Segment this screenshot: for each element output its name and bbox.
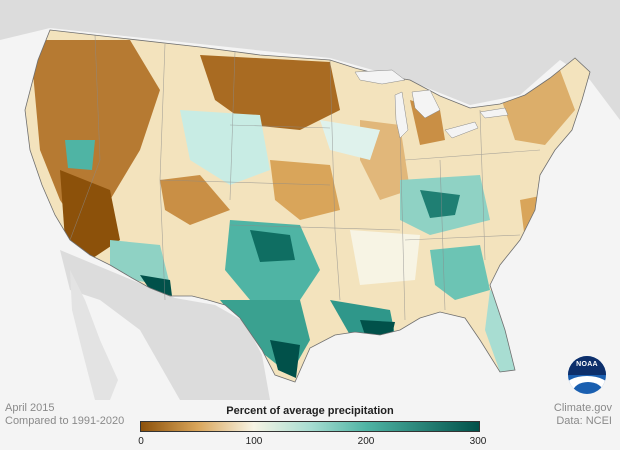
- great-lakes: [354, 69, 509, 139]
- legend-tick-100: 100: [245, 436, 263, 447]
- credit-label: Climate.gov: [553, 402, 612, 414]
- footer-right: Climate.gov Data: NCEI: [554, 402, 612, 428]
- legend-tick-0: 0: [138, 436, 144, 447]
- state-boundaries: [69, 34, 541, 321]
- noaa-logo-text: NOAA: [576, 361, 598, 368]
- data-source-label: Data: NCEI: [556, 415, 612, 427]
- legend-tick-300: 300: [469, 436, 487, 447]
- period-label: April 2015: [5, 402, 55, 414]
- footer-left: April 2015 Compared to 1991-2020: [5, 402, 124, 428]
- baseline-label: Compared to 1991-2020: [5, 415, 125, 427]
- legend-title: Percent of average precipitation: [226, 405, 394, 417]
- us-outline: [24, 29, 591, 383]
- noaa-logo-icon: NOAA: [568, 356, 606, 394]
- surrounding-land: [0, 0, 620, 400]
- precipitation-map: [0, 0, 620, 400]
- legend-tick-200: 200: [357, 436, 375, 447]
- legend-color-bar: [140, 421, 480, 432]
